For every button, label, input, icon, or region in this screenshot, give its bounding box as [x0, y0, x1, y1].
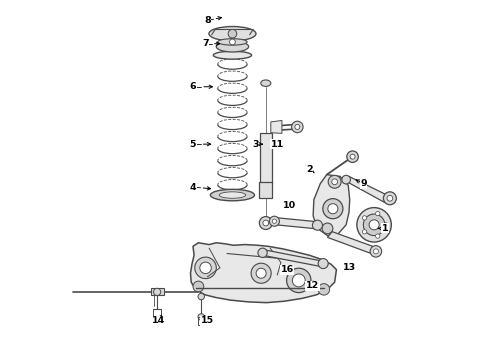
- Text: 2: 2: [306, 165, 313, 174]
- Circle shape: [357, 208, 392, 242]
- Circle shape: [259, 217, 272, 229]
- Circle shape: [200, 262, 211, 274]
- Text: 12: 12: [306, 281, 319, 290]
- Text: 10: 10: [283, 201, 296, 210]
- Circle shape: [263, 220, 269, 226]
- Text: 14: 14: [151, 316, 165, 325]
- Circle shape: [323, 199, 343, 219]
- Circle shape: [328, 175, 341, 188]
- Ellipse shape: [210, 189, 254, 201]
- Circle shape: [364, 214, 385, 235]
- Ellipse shape: [209, 27, 256, 41]
- Ellipse shape: [261, 80, 271, 86]
- Circle shape: [318, 258, 328, 269]
- Text: 9: 9: [360, 179, 367, 188]
- Circle shape: [195, 257, 216, 279]
- Text: 4: 4: [190, 183, 196, 192]
- Bar: [151, 288, 164, 296]
- Circle shape: [376, 234, 380, 238]
- Bar: [260, 134, 271, 184]
- Circle shape: [193, 281, 204, 292]
- Text: 6: 6: [190, 82, 196, 91]
- Text: 11: 11: [270, 140, 284, 149]
- Ellipse shape: [213, 51, 251, 59]
- Text: 3: 3: [252, 140, 259, 149]
- Circle shape: [363, 216, 367, 220]
- Text: 7: 7: [202, 39, 209, 48]
- Polygon shape: [271, 121, 282, 134]
- Circle shape: [363, 230, 367, 234]
- Circle shape: [256, 268, 266, 278]
- Bar: [259, 182, 272, 198]
- Text: 5: 5: [190, 140, 196, 149]
- Circle shape: [350, 154, 355, 159]
- Ellipse shape: [219, 192, 245, 198]
- Circle shape: [198, 293, 204, 300]
- Polygon shape: [349, 176, 385, 203]
- Circle shape: [318, 284, 330, 295]
- Circle shape: [332, 179, 338, 185]
- Polygon shape: [276, 218, 316, 229]
- Circle shape: [272, 219, 276, 224]
- Circle shape: [313, 220, 322, 230]
- Circle shape: [369, 220, 379, 230]
- Text: 8: 8: [204, 16, 211, 25]
- Circle shape: [328, 204, 338, 214]
- Polygon shape: [191, 243, 337, 303]
- Circle shape: [322, 223, 333, 234]
- Circle shape: [230, 39, 235, 45]
- Polygon shape: [313, 175, 350, 235]
- Text: 13: 13: [343, 264, 356, 273]
- Circle shape: [383, 192, 396, 205]
- Text: 1: 1: [382, 224, 388, 233]
- Circle shape: [228, 30, 237, 38]
- Circle shape: [251, 263, 271, 283]
- Circle shape: [292, 121, 303, 133]
- Circle shape: [384, 223, 388, 227]
- Circle shape: [295, 125, 300, 130]
- Circle shape: [387, 195, 393, 201]
- Circle shape: [153, 288, 161, 296]
- Polygon shape: [327, 231, 378, 255]
- Circle shape: [342, 175, 350, 184]
- Text: 16: 16: [281, 265, 294, 274]
- Circle shape: [370, 246, 382, 257]
- Text: 15: 15: [201, 316, 214, 325]
- Circle shape: [258, 248, 267, 257]
- Circle shape: [293, 274, 305, 287]
- Circle shape: [287, 268, 311, 293]
- Ellipse shape: [216, 41, 248, 52]
- Circle shape: [198, 314, 204, 320]
- Ellipse shape: [218, 39, 247, 45]
- Circle shape: [376, 211, 380, 216]
- Circle shape: [347, 151, 358, 162]
- Circle shape: [373, 249, 378, 254]
- Circle shape: [270, 216, 279, 226]
- Polygon shape: [265, 250, 320, 266]
